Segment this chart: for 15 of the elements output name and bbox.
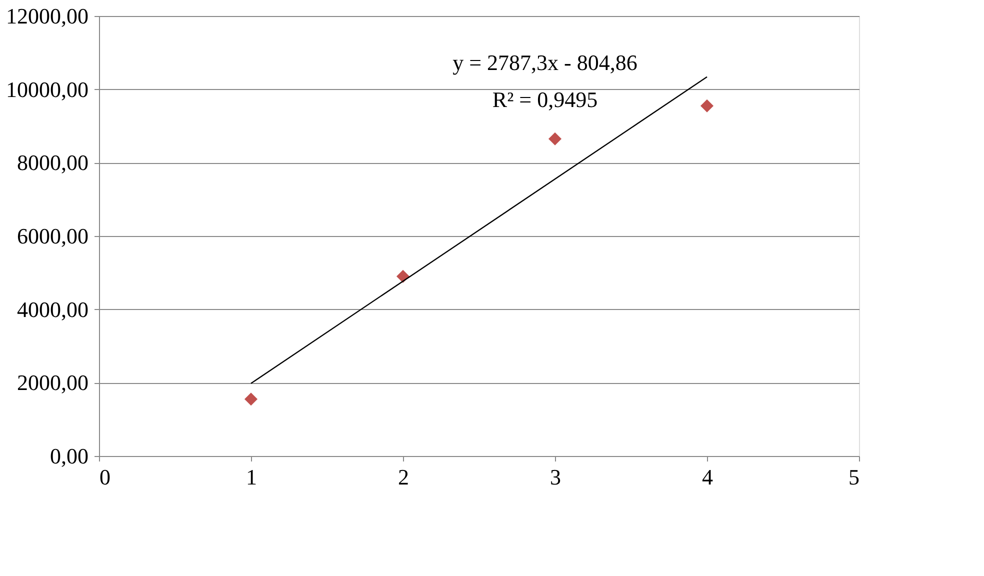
y-tick-label: 12000,00 — [6, 4, 88, 28]
y-tick-label: 6000,00 — [17, 224, 88, 248]
annotation: y = 2787,3x - 804,86 — [452, 50, 638, 75]
x-tick-label: 5 — [848, 464, 860, 490]
y-tick-label: 4000,00 — [17, 296, 88, 322]
y-tick-label: 0,00 — [50, 444, 88, 468]
x-tick-label: 2 — [398, 464, 409, 490]
x-tick-label: 1 — [246, 464, 257, 490]
y-tick-label: 2000,00 — [17, 370, 88, 396]
x-tick-label: 3 — [550, 464, 561, 490]
y-tick-label: 8000,00 — [17, 150, 88, 176]
x-tick-label: 4 — [702, 464, 713, 490]
annotation: R² = 0,9495 — [492, 87, 598, 112]
y-tick-label: 10000,00 — [6, 76, 88, 102]
x-tick-label: 0 — [100, 464, 110, 490]
